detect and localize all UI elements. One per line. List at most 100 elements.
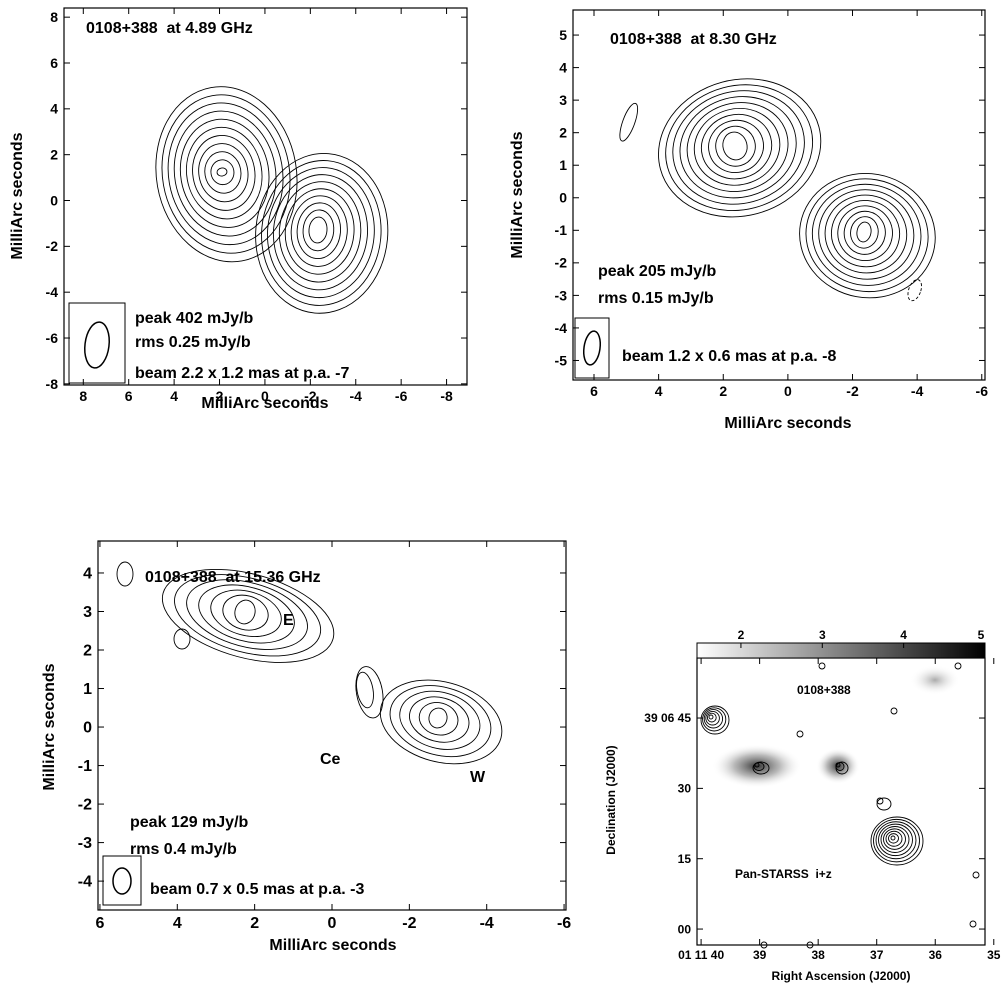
colorbar-tick-label: 4 (900, 628, 907, 642)
y-tick-label: 6 (50, 55, 58, 71)
x-tick-label: 6 (590, 383, 598, 399)
y-tick-label: -2 (46, 238, 59, 254)
contour (301, 209, 335, 252)
y-tick-label: 0 (559, 190, 567, 206)
y-tick-label: 4 (559, 59, 567, 75)
x-tick-label: 8 (79, 388, 87, 404)
contour (174, 629, 190, 649)
y-tick-label: 15 (678, 852, 692, 866)
contour (973, 872, 979, 878)
x-tick-label: 01 11 40 (678, 948, 724, 962)
x-tick-label: -6 (395, 388, 408, 404)
contour (393, 683, 486, 758)
x-tick-label: 35 (987, 948, 1001, 962)
contour (891, 708, 897, 714)
contour (711, 122, 760, 171)
panel-title: 0108+388 at 4.89 GHz (86, 20, 253, 37)
y-tick-label: 8 (50, 9, 58, 25)
y-tick-label: 00 (678, 922, 692, 936)
plot-frame (64, 8, 467, 385)
x-tick-label: 2 (719, 383, 727, 399)
x-tick-label: 2 (250, 915, 259, 932)
contour (282, 186, 358, 277)
contour (848, 214, 881, 250)
y-tick-label: -2 (78, 797, 92, 814)
annotation: beam 2.2 x 1.2 mas at p.a. -7 (135, 365, 349, 382)
x-tick-label: 4 (655, 383, 663, 399)
y-tick-label: -6 (46, 330, 59, 346)
x-tick-label: 4 (170, 388, 178, 404)
contour (970, 921, 976, 927)
y-tick-label: -8 (46, 376, 59, 392)
y-tick-label: 3 (559, 92, 567, 108)
annotation: beam 0.7 x 0.5 mas at p.a. -3 (150, 881, 364, 898)
contour (881, 827, 909, 853)
plot-frame (573, 10, 985, 380)
x-tick-label: -8 (440, 388, 453, 404)
contour (194, 140, 252, 206)
x-axis-label: MilliArc seconds (269, 937, 396, 954)
contour (275, 178, 365, 285)
y-tick-label: 3 (83, 604, 92, 621)
annotation: rms 0.25 mJy/b (135, 334, 251, 351)
beam-box (69, 303, 125, 383)
x-tick-label: 0 (261, 388, 269, 404)
y-tick-label: -1 (555, 222, 568, 238)
contour (651, 69, 826, 227)
x-tick-label: 36 (929, 948, 943, 962)
plot-frame (697, 658, 985, 945)
x-tick-label: 4 (173, 915, 182, 932)
y-tick-label: 4 (50, 101, 58, 117)
contour (720, 129, 750, 162)
y-axis-label: MilliArc seconds (509, 131, 526, 258)
annotation: peak 129 mJy/b (130, 814, 249, 831)
colorbar-tick-label: 2 (738, 628, 745, 642)
x-tick-label: 2 (216, 388, 224, 404)
contour (709, 715, 713, 719)
contour (308, 216, 328, 243)
y-tick-label: -2 (555, 255, 568, 271)
contour (117, 562, 133, 586)
y-tick-label: 0 (83, 720, 92, 737)
x-axis-label: MilliArc seconds (724, 415, 851, 432)
contour (841, 208, 889, 258)
image-source (816, 748, 860, 784)
beam-box (103, 856, 141, 905)
image-source (712, 744, 802, 788)
contour (209, 158, 236, 186)
colorbar-tick-label: 5 (978, 628, 985, 642)
contour (643, 61, 837, 235)
y-tick-label: -4 (46, 284, 59, 300)
x-tick-label: 0 (784, 383, 792, 399)
contour (819, 663, 825, 669)
x-tick-label: -6 (557, 915, 571, 932)
annotation: W (470, 769, 486, 786)
x-tick-label: 6 (125, 388, 133, 404)
x-tick-label: -2 (402, 915, 416, 932)
x-axis-label: Right Ascension (J2000) (772, 969, 911, 983)
x-tick-label: -2 (304, 388, 317, 404)
y-tick-label: 39 06 45 (644, 711, 691, 725)
annotation: peak 402 mJy/b (135, 310, 254, 327)
beam (82, 321, 111, 370)
contour (382, 675, 499, 767)
panel-title: 0108+388 at 8.30 GHz (610, 31, 777, 48)
contour (876, 822, 916, 859)
annotation: beam 1.2 x 0.6 mas at p.a. -8 (622, 348, 836, 365)
y-tick-label: -4 (78, 874, 92, 891)
y-tick-label: -3 (78, 835, 92, 852)
panel-title: 0108+388 (797, 683, 851, 697)
annotation: Ce (320, 751, 341, 768)
x-tick-label: -2 (846, 383, 859, 399)
y-tick-label: 0 (50, 192, 58, 208)
colorbar (697, 643, 985, 658)
contour (249, 148, 394, 319)
y-tick-label: 1 (559, 157, 567, 173)
y-axis-label: Declination (J2000) (604, 745, 618, 854)
y-tick-label: -1 (78, 758, 92, 775)
contour (616, 101, 641, 143)
contour (404, 691, 474, 749)
contour (164, 103, 285, 244)
x-tick-label: 0 (328, 915, 337, 932)
contour (955, 663, 961, 669)
